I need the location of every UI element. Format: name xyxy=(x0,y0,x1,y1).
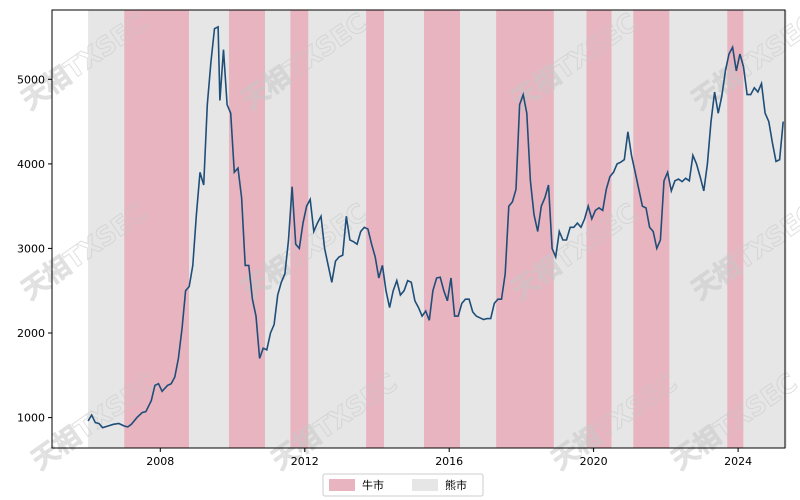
region-bull-13 xyxy=(586,10,612,448)
x-tick-label-2012: 2012 xyxy=(291,455,319,468)
market-regions xyxy=(88,10,787,448)
y-tick-label-4000: 4000 xyxy=(17,158,45,171)
region-bear-8 xyxy=(384,10,424,448)
region-bull-11 xyxy=(496,10,554,448)
region-bear-14 xyxy=(611,10,634,448)
x-tick-label-2024: 2024 xyxy=(724,455,752,468)
index-line xyxy=(87,25,784,429)
plot-frame xyxy=(51,9,786,449)
y-tick-label-5000: 5000 xyxy=(17,73,45,86)
legend-label-bull: 牛市 xyxy=(362,478,384,492)
y-tick-label-3000: 3000 xyxy=(17,242,45,255)
region-bull-1 xyxy=(124,10,190,448)
x-tick-label-2008: 2008 xyxy=(146,455,174,468)
region-bull-3 xyxy=(228,10,265,448)
region-bull-9 xyxy=(423,10,460,448)
region-bear-10 xyxy=(460,10,497,448)
region-bull-7 xyxy=(366,10,385,448)
legend-swatch-bull xyxy=(329,479,355,491)
y-tick-label-1000: 1000 xyxy=(17,412,45,425)
region-bear-18 xyxy=(743,10,787,448)
region-bull-17 xyxy=(727,10,744,448)
y-tick-label-2000: 2000 xyxy=(17,327,45,340)
legend: 牛市 熊市 xyxy=(322,473,484,497)
x-tick-label-2016: 2016 xyxy=(435,455,463,468)
region-bear-0 xyxy=(88,10,125,448)
region-bear-16 xyxy=(669,10,728,448)
x-tick-label-2020: 2020 xyxy=(580,455,608,468)
region-bear-4 xyxy=(265,10,291,448)
region-bull-5 xyxy=(290,10,309,448)
legend-swatch-bear xyxy=(412,479,438,491)
legend-label-bear: 熊市 xyxy=(445,478,467,492)
legend-frame xyxy=(322,473,484,497)
x-axis: 2008 2012 2016 2020 2024 xyxy=(146,448,752,468)
y-axis: 1000 2000 3000 4000 5000 xyxy=(17,73,52,425)
region-bear-6 xyxy=(308,10,367,448)
